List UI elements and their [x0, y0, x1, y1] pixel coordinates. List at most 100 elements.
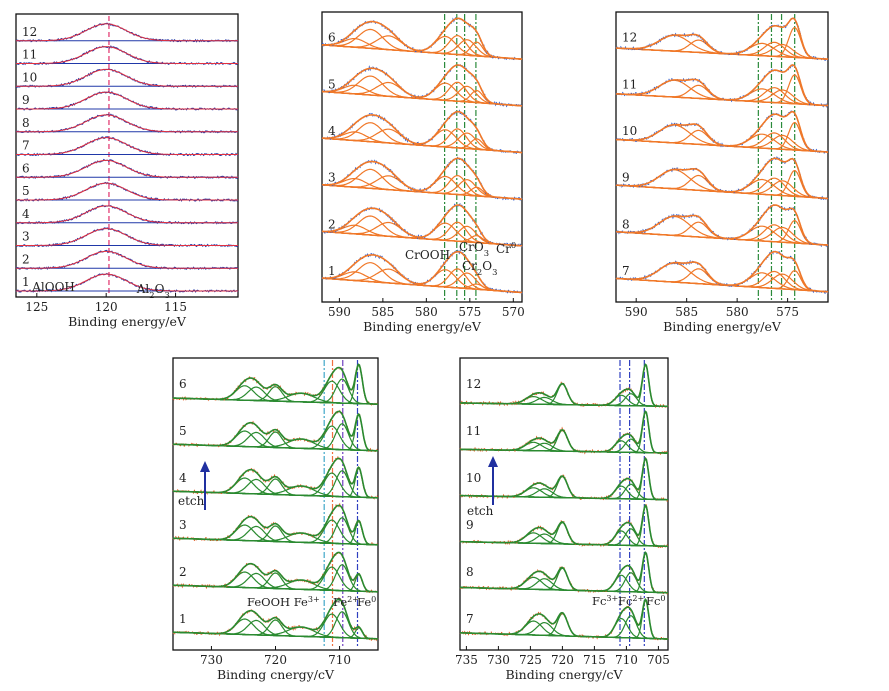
- spectrum-6: 6: [321, 17, 523, 61]
- spectrum-3: 3: [321, 156, 523, 201]
- tick-label: 580: [415, 305, 438, 319]
- series-label: 3: [22, 230, 30, 244]
- spectrum-1: 1: [15, 272, 239, 293]
- tick-label: 125: [25, 300, 48, 314]
- fit-envelope: [16, 182, 238, 201]
- fit-component: [616, 224, 829, 246]
- series-label: 7: [622, 264, 630, 278]
- series-label: 9: [466, 518, 474, 532]
- data-trace: [615, 63, 829, 108]
- x-axis-label: Binding cnergy/cV: [217, 667, 335, 682]
- spectrum-2: 2: [321, 203, 523, 248]
- fit-envelope: [615, 157, 828, 200]
- spectrum-6: 6: [172, 363, 379, 406]
- spectrum-4: 4: [172, 456, 379, 500]
- fit-envelope: [615, 64, 829, 107]
- spectrum-8: 8: [15, 113, 239, 134]
- series-label: 6: [22, 161, 30, 175]
- tick-label: 715: [583, 653, 606, 667]
- series-label: 5: [328, 77, 336, 91]
- tick-label: 575: [776, 305, 799, 319]
- peak-label-fe0: Fe0: [357, 595, 376, 610]
- peak-label-fc2: Fc2+: [618, 594, 644, 609]
- data-trace: [16, 204, 239, 225]
- fit-envelope: [616, 110, 828, 153]
- series-label: 6: [179, 377, 187, 391]
- spectrum-12: 12: [615, 17, 829, 61]
- tick-label: 580: [726, 305, 749, 319]
- fit-envelope: [173, 551, 378, 593]
- tick-label: 710: [615, 653, 638, 667]
- tick-label: 705: [647, 653, 670, 667]
- tick-label: 585: [371, 305, 394, 319]
- series-label: 8: [622, 217, 630, 231]
- data-trace: [459, 411, 669, 456]
- fit-envelope: [615, 250, 829, 293]
- spectrum-4: 4: [321, 109, 523, 155]
- series-label: 1: [179, 612, 187, 626]
- series-label: 10: [622, 124, 637, 138]
- fit-envelope: [16, 228, 238, 246]
- panel-2: 590 585 580 575 570 Binding energy/eV 1 2 3 4 5 6 Cr…: [321, 11, 525, 334]
- spectrum-7: 7: [459, 598, 669, 642]
- etch-arrow-head: [488, 456, 498, 467]
- spectrum-1: 1: [172, 596, 379, 642]
- etch-arrow-head: [200, 461, 210, 472]
- peak-label-feooh-fe3: FeOOH Fe3+: [247, 595, 320, 610]
- series-label: 3: [179, 518, 187, 532]
- series-label: 4: [328, 124, 336, 138]
- fit-envelope: [16, 137, 238, 155]
- fit-envelope: [173, 457, 378, 499]
- peak-label-fc0: Fc0: [646, 594, 666, 609]
- panel-5: 735 730 725 720 715 710 705 Binding cnergy/cV 7 8…: [455, 357, 670, 682]
- spectrum-5: 5: [321, 63, 523, 108]
- spectrum-12: 12: [15, 22, 239, 43]
- plot-frame: [459, 357, 669, 651]
- fit-envelope: [173, 504, 378, 546]
- peak-label-alooh: AlOOH: [31, 280, 75, 294]
- series-label: 5: [22, 184, 30, 198]
- tick-label: 725: [519, 653, 542, 667]
- tick-label: 590: [625, 305, 648, 319]
- spectrum-7: 7: [15, 136, 239, 157]
- series-label: 9: [22, 93, 30, 107]
- tick-label: 720: [551, 653, 574, 667]
- peak-label-fc3: Fc3+: [592, 594, 618, 609]
- data-trace: [15, 249, 239, 271]
- fit-envelope: [321, 64, 522, 107]
- series-label: 1: [328, 264, 336, 278]
- fit-envelope: [459, 504, 668, 548]
- fit-envelope: [16, 205, 238, 224]
- etch-label: etch: [178, 494, 205, 508]
- series-label: 4: [179, 471, 187, 485]
- data-trace: [15, 22, 239, 43]
- peak-label-crooh: CrOOH: [405, 248, 450, 262]
- series-label: 10: [466, 471, 481, 485]
- series-label: 11: [22, 48, 37, 62]
- background-line: [321, 44, 523, 60]
- fit-envelope: [460, 457, 668, 501]
- fit-component: [321, 75, 522, 107]
- fit-envelope: [322, 17, 523, 60]
- series-label: 2: [179, 565, 187, 579]
- fit-component: [173, 574, 378, 593]
- x-axis-label: Binding cnergy/cV: [506, 667, 624, 682]
- spectrum-2: 2: [15, 249, 239, 271]
- peak-label-al2o3: Al2O3: [136, 282, 170, 300]
- fit-envelope: [172, 363, 378, 406]
- series-label: 12: [466, 377, 481, 391]
- spectrum-11: 11: [615, 63, 829, 108]
- tick-label: 730: [487, 653, 510, 667]
- series-label: 7: [466, 612, 474, 626]
- spectrum-10: 10: [459, 457, 669, 502]
- peak-label-cr0: Cr0: [496, 240, 516, 256]
- fit-envelope: [460, 598, 668, 640]
- spectrum-5: 5: [15, 181, 239, 202]
- fit-envelope: [459, 410, 668, 454]
- fit-envelope: [322, 110, 523, 154]
- tick-label: 570: [502, 305, 525, 319]
- plot-frame: [15, 13, 239, 298]
